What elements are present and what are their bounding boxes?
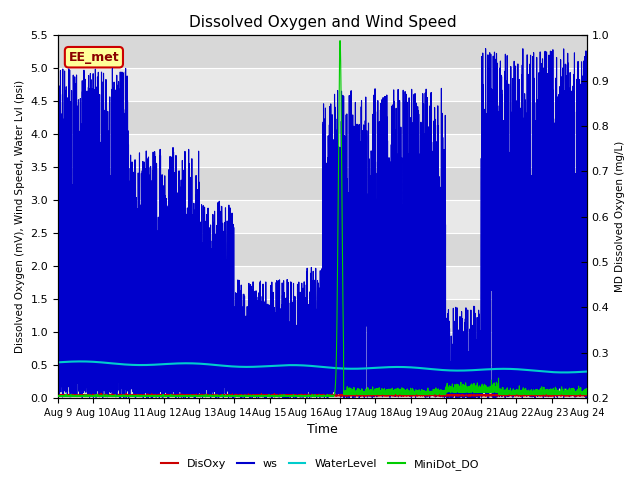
Y-axis label: Dissolved Oxygen (mV), Wind Speed, Water Lvl (psi): Dissolved Oxygen (mV), Wind Speed, Water… <box>15 80 25 353</box>
Bar <box>58 233 587 266</box>
Bar <box>58 68 587 101</box>
Bar <box>58 167 587 200</box>
Legend: DisOxy, ws, WaterLevel, MiniDot_DO: DisOxy, ws, WaterLevel, MiniDot_DO <box>157 455 483 474</box>
Bar <box>58 365 587 398</box>
Bar <box>58 266 587 299</box>
Bar <box>58 299 587 332</box>
Y-axis label: MD Dissolved Oxygen (mg/L): MD Dissolved Oxygen (mg/L) <box>615 141 625 292</box>
Bar <box>58 101 587 134</box>
Title: Dissolved Oxygen and Wind Speed: Dissolved Oxygen and Wind Speed <box>189 15 456 30</box>
Bar <box>58 332 587 365</box>
Bar <box>58 134 587 167</box>
Text: EE_met: EE_met <box>68 51 119 64</box>
Bar <box>58 200 587 233</box>
Bar <box>58 36 587 68</box>
X-axis label: Time: Time <box>307 423 338 436</box>
